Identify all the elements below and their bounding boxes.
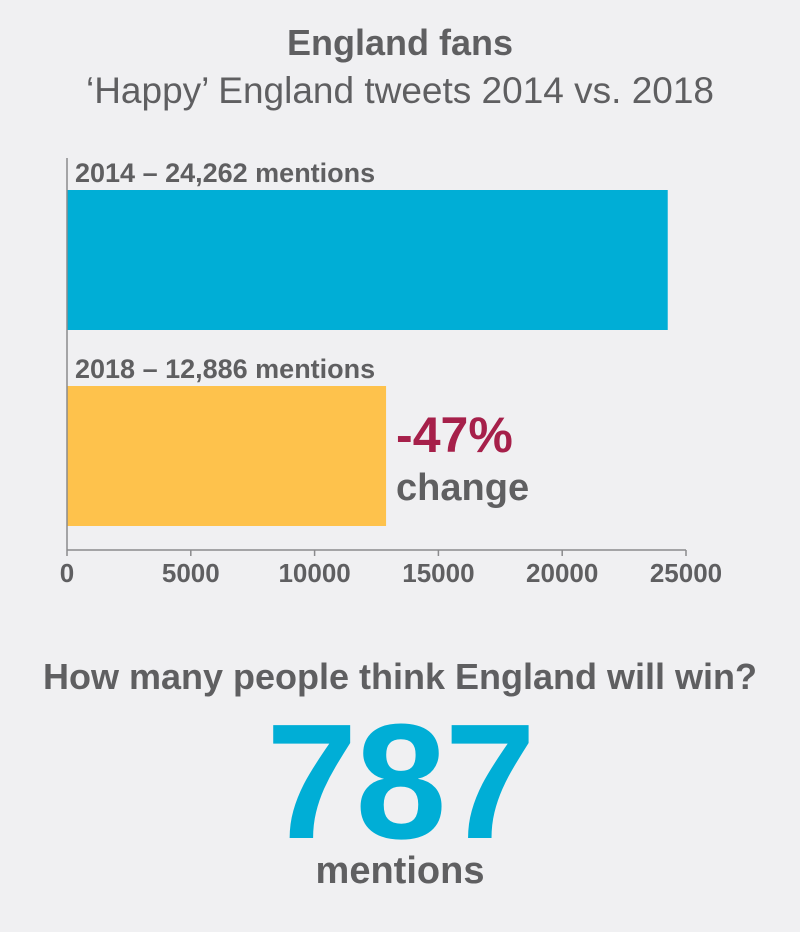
win-question: How many people think England will win?	[42, 656, 758, 697]
x-tick-label: 20000	[526, 558, 598, 588]
x-tick-label: 10000	[278, 558, 350, 588]
bar-label-2018: 2018 – 12,886 mentions	[75, 354, 375, 384]
x-tick-label: 25000	[650, 558, 722, 588]
win-mentions-unit: mentions	[315, 850, 485, 892]
chart-subtitle: ‘Happy’ England tweets 2014 vs. 2018	[85, 70, 715, 111]
bar-label-2014: 2014 – 24,262 mentions	[75, 158, 375, 188]
change-percent: -47%	[396, 407, 513, 463]
win-mentions-count: 787	[266, 690, 536, 873]
bar-2014	[67, 190, 668, 330]
chart-title: England fans	[286, 22, 514, 63]
x-tick-label: 0	[60, 558, 74, 588]
bar-2018	[67, 386, 387, 526]
x-tick-label: 15000	[402, 558, 474, 588]
x-tick-label: 5000	[162, 558, 220, 588]
bar-chart: 2014 – 24,262 mentions 2018 – 12,886 ment…	[60, 158, 722, 588]
change-label: change	[396, 467, 529, 509]
